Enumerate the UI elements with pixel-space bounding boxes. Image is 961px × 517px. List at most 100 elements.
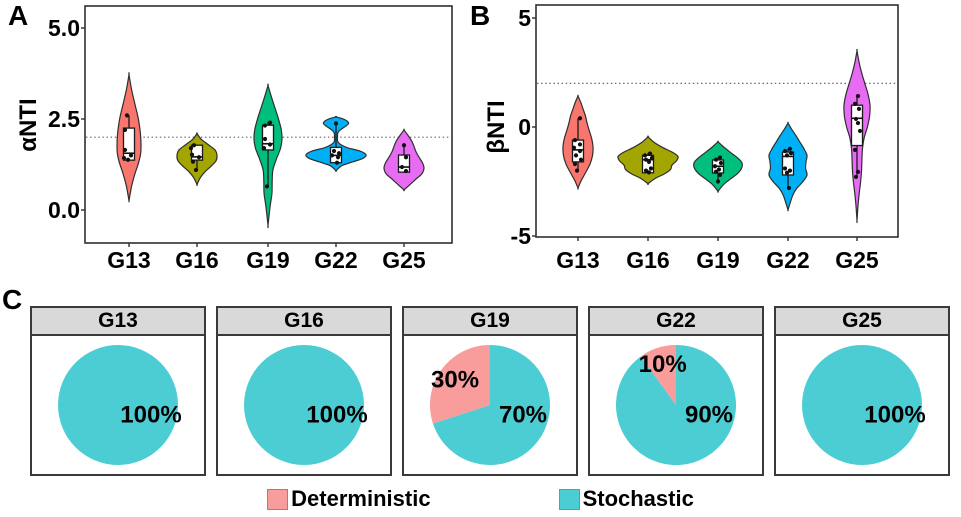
jitter-point [578,157,584,162]
jitter-point [121,155,127,161]
jitter-point [713,169,719,174]
box-G25 [397,154,411,173]
jitter-point [264,184,270,189]
deterministic-label: Deterministic [291,486,431,511]
panel-a-y-axis-title: αNTI [15,98,42,152]
facet-G13: G13 100% [30,306,206,476]
jitter-point [573,153,579,158]
facet-body-G16: 100% [218,336,390,474]
pie-label-stochastic: 100% [120,402,181,429]
jitter-point [403,168,409,174]
x-tick-label: G22 [314,247,357,273]
jitter-point [262,123,268,128]
jitter-point [855,169,861,175]
jitter-point [718,160,724,166]
x-tick-label: G19 [246,247,289,273]
pie-label-stochastic: 100% [306,402,367,429]
jitter-point [715,179,721,184]
jitter-point [574,168,580,173]
jitter-point [852,147,858,152]
pie-slice-stochastic [615,345,736,465]
jitter-point [713,157,719,162]
jitter-point [577,116,583,121]
pie-chart-G13: 100% [58,345,182,465]
pie-label-stochastic: 90% [685,402,733,429]
jitter-point [331,148,337,154]
x-tick-label: G19 [696,247,739,273]
jitter-point [188,146,194,151]
pie-slice-stochastic [802,345,922,465]
jitter-point [191,143,197,148]
facet-body-G25: 100% [776,336,948,474]
violin-plots-layer: 0.0 2.5 5.0 G13 G16 G19 G22 G25 -5 0 5 G13 G16 G19 G22… [48,4,899,273]
y-tick-label: 0 [518,114,531,140]
x-tick-label: G16 [175,247,218,273]
pie-chart-G25: 100% [802,345,926,465]
facet-strip-G16: G16 [218,308,390,336]
stochastic-label: Stochastic [582,486,694,511]
pie-label-deterministic: 30% [431,367,479,394]
legend-item-stochastic: Stochastic [558,486,694,512]
pie-slice-stochastic [244,345,364,465]
pie-chart-G19: 70% 30% [430,345,551,465]
box-G19 [261,124,275,151]
x-tick-label: G22 [766,247,809,273]
jitter-point [787,146,793,151]
jitter-point [189,152,195,157]
jitter-point [122,127,128,133]
jitter-point [329,153,335,158]
jitter-point [717,155,723,160]
jitter-point [855,93,861,99]
facet-strip-G25: G25 [776,308,948,336]
jitter-point [577,142,583,147]
facet-G19: G19 70% 30% [402,306,578,476]
jitter-point [642,153,648,158]
jitter-point [784,170,790,175]
pie-chart-G22: 90% 10% [615,345,736,465]
jitter-point [853,116,859,122]
legend: Deterministic Stochastic [0,486,961,512]
facet-body-G19: 70% 30% [404,336,576,474]
panel-a-letter: A [8,0,29,31]
jitter-point [399,164,405,170]
jitter-point [196,155,202,160]
jitter-point [647,151,653,156]
x-tick-label: G13 [107,247,150,273]
facet-G16: G16 100% [216,306,392,476]
jitter-point [122,147,128,153]
jitter-point [267,142,273,147]
jitter-point [786,185,792,191]
panel-c-letter: C [2,284,23,315]
jitter-point [787,168,793,173]
x-tick-label: G25 [835,247,879,273]
jitter-point [853,174,859,180]
facet-body-G13: 100% [32,336,204,474]
x-tick-label: G16 [626,247,669,273]
jitter-point [852,101,858,106]
jitter-point [856,106,862,112]
pie-slice-stochastic [432,345,551,465]
x-tick-label: G13 [556,247,599,273]
jitter-point [335,155,341,160]
pie-label-stochastic: 70% [499,402,547,429]
facet-body-G22: 90% 10% [590,336,762,474]
jitter-point [643,157,649,162]
jitter-point [267,120,273,125]
jitter-point [125,157,131,162]
panel-b-y-axis-title: βNTI [483,100,510,154]
box-G22 [781,151,795,176]
jitter-point [333,121,339,126]
jitter-point [571,145,577,150]
pie-label-deterministic: 10% [639,351,687,378]
jitter-point [572,161,578,167]
jitter-point [190,159,196,164]
jitter-point [716,167,722,172]
jitter-point [648,166,654,171]
jitter-point [261,146,267,151]
facet-G25: G25 100% [774,306,950,476]
jitter-point [262,136,268,142]
facet-G22: G22 90% 10% [588,306,764,476]
jitter-point [403,155,409,160]
jitter-point [857,128,863,134]
